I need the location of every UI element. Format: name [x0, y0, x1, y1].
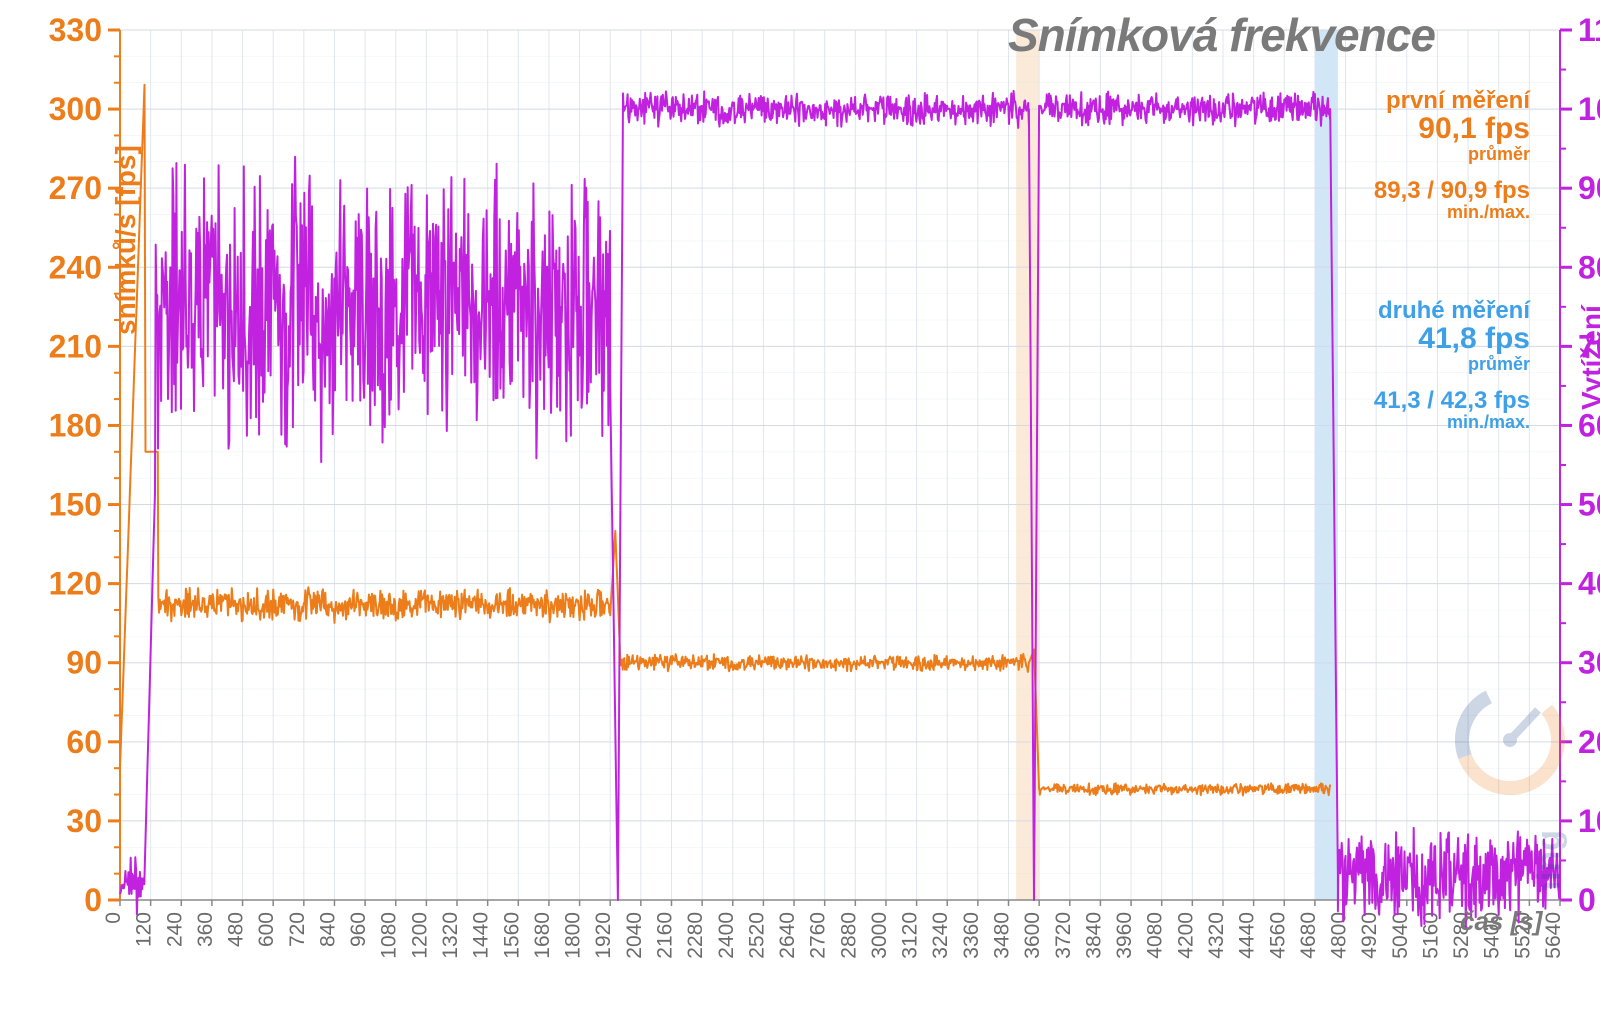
svg-text:5040: 5040: [1389, 912, 1412, 959]
svg-text:270: 270: [49, 170, 102, 206]
svg-text:1320: 1320: [439, 912, 462, 959]
watermark-logo: pctuning: [1450, 670, 1570, 890]
svg-text:20: 20: [1578, 724, 1600, 760]
svg-text:3120: 3120: [899, 912, 922, 959]
chart-svg: 0 30 60 90 120 150 180 210 240 270 300 330 0 10 20 30 40…: [0, 0, 1600, 1010]
svg-text:3240: 3240: [929, 912, 952, 959]
svg-text:110: 110: [1578, 12, 1600, 48]
svg-text:1200: 1200: [408, 912, 431, 959]
svg-text:120: 120: [133, 912, 156, 947]
svg-text:pctuning: pctuning: [1530, 830, 1568, 890]
svg-text:4560: 4560: [1266, 912, 1289, 959]
svg-text:0: 0: [1578, 882, 1596, 918]
annotation-minmax: 89,3 / 90,9 fps: [1374, 178, 1530, 203]
svg-text:360: 360: [194, 912, 217, 947]
svg-text:240: 240: [163, 912, 186, 947]
svg-text:5640: 5640: [1542, 912, 1565, 959]
svg-text:30: 30: [66, 803, 102, 839]
svg-text:4800: 4800: [1328, 912, 1351, 959]
annotation-heading: první měření: [1374, 88, 1530, 113]
annotation-sublabel: průměr: [1374, 355, 1530, 374]
annotation-first-measurement: první měření 90,1 fps průměr 89,3 / 90,9…: [1374, 88, 1530, 222]
svg-text:0: 0: [102, 912, 125, 924]
svg-text:4320: 4320: [1205, 912, 1228, 959]
y-left-axis-label: snímků/s [fps]: [110, 145, 142, 335]
svg-text:0: 0: [84, 882, 102, 918]
svg-text:1440: 1440: [470, 912, 493, 959]
svg-text:60: 60: [1578, 407, 1600, 443]
svg-text:2640: 2640: [776, 912, 799, 959]
svg-text:600: 600: [255, 912, 278, 947]
y-right-axis-label: Vytížení GPU [%]: [1576, 305, 1600, 410]
svg-text:4440: 4440: [1236, 912, 1259, 959]
svg-text:4680: 4680: [1297, 912, 1320, 959]
svg-text:3600: 3600: [1021, 912, 1044, 959]
svg-text:960: 960: [347, 912, 370, 947]
svg-text:1080: 1080: [378, 912, 401, 959]
svg-text:3480: 3480: [991, 912, 1014, 959]
svg-text:40: 40: [1578, 566, 1600, 602]
x-axis-label: čas [s]: [1460, 906, 1542, 937]
svg-text:2520: 2520: [745, 912, 768, 959]
chart-container: 0 30 60 90 120 150 180 210 240 270 300 330 0 10 20 30 40…: [0, 0, 1600, 1010]
svg-text:330: 330: [49, 12, 102, 48]
svg-text:80: 80: [1578, 249, 1600, 285]
chart-title: Snímková frekvence: [1008, 8, 1435, 62]
annotation-sublabel: průměr: [1374, 145, 1530, 164]
svg-text:90: 90: [66, 645, 102, 681]
svg-text:150: 150: [49, 487, 102, 523]
svg-text:3720: 3720: [1052, 912, 1075, 959]
svg-text:10: 10: [1578, 803, 1600, 839]
svg-text:180: 180: [49, 407, 102, 443]
svg-text:4080: 4080: [1144, 912, 1167, 959]
svg-text:120: 120: [49, 566, 102, 602]
watermark-icon: pctuning: [1450, 670, 1570, 890]
svg-text:2880: 2880: [837, 912, 860, 959]
svg-text:840: 840: [316, 912, 339, 947]
svg-text:2040: 2040: [623, 912, 646, 959]
svg-text:1680: 1680: [531, 912, 554, 959]
annotation-value: 90,1 fps: [1374, 113, 1530, 145]
annotation-value: 41,8 fps: [1374, 323, 1530, 355]
annotation-sublabel: min./max.: [1374, 203, 1530, 222]
svg-text:3000: 3000: [868, 912, 891, 959]
annotation-minmax: 41,3 / 42,3 fps: [1374, 388, 1530, 413]
annotation-heading: druhé měření: [1374, 298, 1530, 323]
svg-text:3960: 3960: [1113, 912, 1136, 959]
annotation-second-measurement: druhé měření 41,8 fps průměr 41,3 / 42,3…: [1374, 298, 1530, 432]
svg-text:1560: 1560: [500, 912, 523, 959]
svg-text:90: 90: [1578, 170, 1600, 206]
svg-text:480: 480: [225, 912, 248, 947]
annotation-sublabel: min./max.: [1374, 413, 1530, 432]
svg-text:50: 50: [1578, 487, 1600, 523]
svg-text:3360: 3360: [960, 912, 983, 959]
svg-text:30: 30: [1578, 645, 1600, 681]
svg-text:4920: 4920: [1358, 912, 1381, 959]
svg-text:2280: 2280: [684, 912, 707, 959]
svg-text:2400: 2400: [715, 912, 738, 959]
svg-text:1920: 1920: [592, 912, 615, 959]
svg-text:300: 300: [49, 91, 102, 127]
svg-text:100: 100: [1578, 91, 1600, 127]
svg-text:2160: 2160: [653, 912, 676, 959]
svg-text:4200: 4200: [1174, 912, 1197, 959]
svg-text:720: 720: [286, 912, 309, 947]
svg-text:60: 60: [66, 724, 102, 760]
svg-text:2760: 2760: [807, 912, 830, 959]
svg-text:210: 210: [49, 328, 102, 364]
svg-text:3840: 3840: [1082, 912, 1105, 959]
svg-text:1800: 1800: [562, 912, 585, 959]
svg-text:240: 240: [49, 249, 102, 285]
